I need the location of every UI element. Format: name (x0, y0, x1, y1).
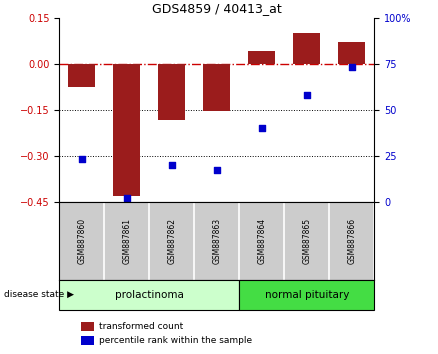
Point (78, 156, 85, 162)
Bar (239, 280, 374, 310)
Text: percentile rank within the sample: percentile rank within the sample (99, 336, 252, 346)
Text: GSM887860: GSM887860 (77, 218, 86, 264)
Bar (158, 64, 185, 120)
Bar (113, 64, 140, 196)
Title: GDS4859 / 40413_at: GDS4859 / 40413_at (152, 2, 282, 15)
Bar (68, 64, 95, 87)
Text: disease state ▶: disease state ▶ (4, 290, 74, 299)
Text: transformed count: transformed count (99, 322, 183, 331)
Text: GSM887862: GSM887862 (167, 218, 176, 264)
Bar (59, 280, 239, 310)
Text: normal pituitary: normal pituitary (265, 290, 349, 300)
Bar (339, 42, 365, 64)
Text: GSM887863: GSM887863 (212, 218, 221, 264)
Bar (293, 33, 321, 64)
Text: GSM887866: GSM887866 (347, 218, 357, 264)
Point (349, 64, 356, 70)
Point (304, 92, 311, 98)
Text: GSM887861: GSM887861 (122, 218, 131, 264)
Text: GSM887865: GSM887865 (302, 218, 311, 264)
Text: prolactinoma: prolactinoma (115, 290, 184, 300)
Bar (203, 64, 230, 111)
Point (258, 125, 265, 131)
Point (123, 195, 130, 201)
Point (168, 162, 175, 168)
Text: GSM887864: GSM887864 (258, 218, 266, 264)
Bar (248, 51, 276, 64)
Point (213, 168, 220, 173)
